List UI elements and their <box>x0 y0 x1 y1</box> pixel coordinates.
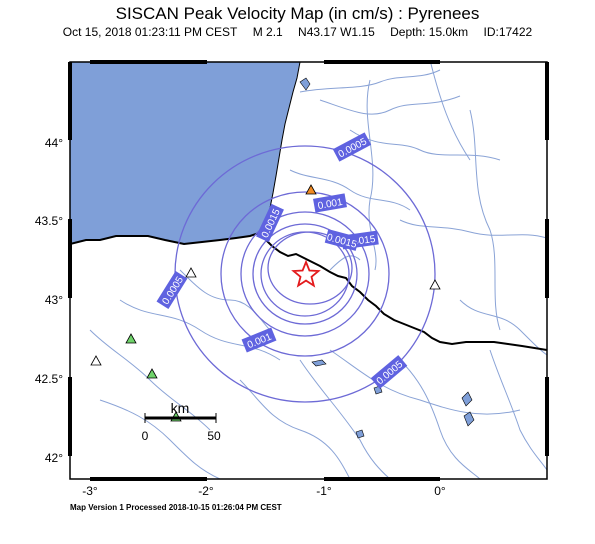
event-id: ID:17422 <box>483 25 533 39</box>
contour-label: 0.001 <box>317 197 344 212</box>
map-subtitle: Oct 15, 2018 01:23:11 PM CEST M 2.1 N43.… <box>0 25 595 39</box>
lat-tick-label: 42° <box>44 451 63 465</box>
scale-bar: km 0 50 <box>142 400 221 443</box>
contour-line <box>267 231 353 305</box>
lake <box>461 391 473 407</box>
contour-line <box>252 223 358 325</box>
scale-bar-unit: km <box>171 400 190 416</box>
station-triangle <box>90 355 102 366</box>
lat-tick-label: 43.5° <box>34 214 63 228</box>
lon-tick-label: 0° <box>434 484 446 498</box>
event-depth: Depth: 15.0km <box>390 25 469 39</box>
lake <box>355 429 365 439</box>
map-footer: Map Version 1 Processed 2018-10-15 01:26… <box>70 503 282 512</box>
event-datetime: Oct 15, 2018 01:23:11 PM CEST <box>62 25 238 39</box>
lat-tick-label: 43° <box>44 293 63 307</box>
contour-line <box>220 191 390 357</box>
scale-bar-start: 0 <box>142 429 149 443</box>
station-triangle <box>146 368 158 379</box>
map-title: SISCAN Peak Velocity Map (in cm/s) : Pyr… <box>115 4 480 23</box>
lat-tick-label: 44° <box>44 136 63 150</box>
station-triangle <box>185 267 197 278</box>
lake <box>311 359 327 367</box>
lon-tick-label: -2° <box>198 484 214 498</box>
event-magnitude: M 2.1 <box>252 25 283 39</box>
lon-tick-label: -3° <box>82 484 98 498</box>
scale-bar-end: 50 <box>207 429 221 443</box>
event-location: N43.17 W1.15 <box>298 25 375 39</box>
station-triangle <box>125 333 137 344</box>
epicenter-star[interactable] <box>291 259 321 288</box>
lake <box>463 411 475 427</box>
station-triangle <box>305 184 317 195</box>
station-triangle <box>429 279 441 290</box>
lat-tick-label: 42.5° <box>34 372 63 386</box>
lake <box>299 77 311 91</box>
lon-tick-label: -1° <box>316 484 332 498</box>
country-border <box>70 230 547 351</box>
frame-ticks <box>68 60 549 481</box>
contour-line <box>240 211 370 337</box>
